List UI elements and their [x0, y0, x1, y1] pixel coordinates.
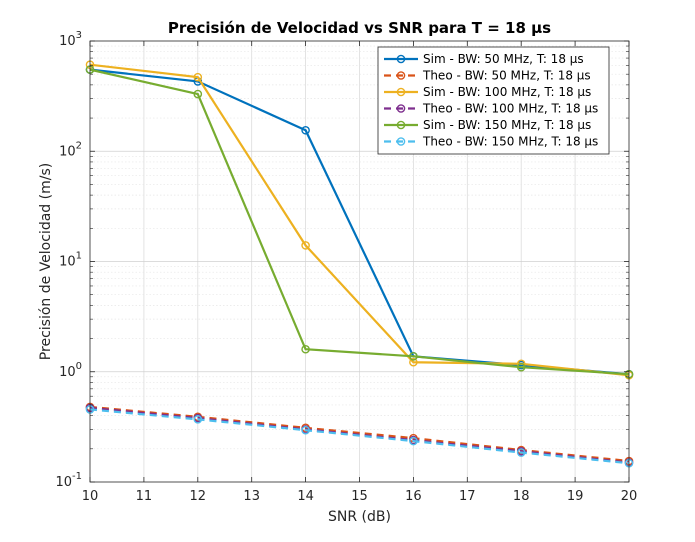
data-point	[409, 357, 418, 367]
x-tick-label: 11	[136, 489, 153, 504]
x-tick-label: 12	[190, 489, 207, 504]
data-point	[409, 436, 418, 446]
x-tick-label: 20	[621, 489, 638, 504]
legend-label: Theo - BW: 150 MHz, T: 18 µs	[422, 135, 598, 149]
data-point	[193, 415, 203, 424]
legend-box	[377, 46, 610, 155]
legend-marker	[396, 71, 406, 80]
data-point	[301, 425, 310, 435]
legend-label: Theo - BW: 100 MHz, T: 18 µs	[422, 102, 598, 116]
legend-label: Theo - BW: 50 MHz, T: 18 µs	[422, 69, 591, 83]
y-tick-label: 100	[59, 361, 82, 380]
data-point	[409, 352, 418, 361]
y-tick-label: 10-1	[55, 471, 82, 490]
y-tick-label: 101	[59, 251, 82, 270]
series-group	[85, 60, 634, 468]
series-line-3	[89, 63, 630, 377]
y-tick-label: 103	[59, 30, 82, 49]
x-tick-label: 17	[459, 489, 476, 504]
series-line-6	[89, 408, 630, 465]
legend-marker	[396, 137, 406, 146]
y-axis-label: Precisión de Velocidad (m/s)	[38, 163, 54, 360]
legend-marker	[396, 104, 406, 113]
data-point	[301, 125, 310, 135]
x-axis-label: SNR (dB)	[328, 509, 391, 525]
x-tick-label: 19	[567, 489, 584, 504]
ticks: 10 11 12 13 14 15 16 17 18 19 20 10-1 100 101 102 103	[55, 30, 637, 504]
legend-marker	[396, 120, 406, 130]
legend: Sim - BW: 50 MHz, T: 18 µs Theo - BW: 50 …	[377, 46, 610, 155]
data-point	[516, 362, 526, 372]
y-tick-label: 102	[59, 140, 82, 159]
legend-marker	[396, 87, 406, 97]
legend-label: Sim - BW: 50 MHz, T: 18 µs	[423, 52, 584, 66]
x-tick-label: 10	[82, 489, 99, 504]
series-line-5	[89, 68, 630, 376]
x-tick-label: 15	[351, 489, 368, 504]
x-tick-label: 14	[297, 489, 314, 504]
chart-title: Precisión de Velocidad vs SNR para T = 1…	[168, 19, 551, 37]
data-point	[301, 344, 310, 354]
legend-label: Sim - BW: 150 MHz, T: 18 µs	[423, 118, 591, 132]
series-line-2	[89, 405, 630, 463]
data-point	[193, 72, 203, 82]
legend-label: Sim - BW: 100 MHz, T: 18 µs	[423, 85, 591, 99]
x-tick-label: 18	[513, 489, 530, 504]
x-tick-label: 16	[405, 489, 422, 504]
data-point	[516, 448, 526, 457]
legend-marker	[396, 54, 406, 64]
data-point	[301, 241, 310, 250]
data-point	[193, 89, 203, 99]
x-tick-label: 13	[243, 489, 260, 504]
